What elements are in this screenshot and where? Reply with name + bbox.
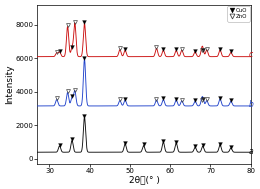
Y-axis label: Intensity: Intensity (5, 64, 14, 104)
Text: a: a (249, 147, 253, 156)
X-axis label: 2θ／(° ): 2θ／(° ) (129, 175, 159, 184)
Legend: CuO, ZnO: CuO, ZnO (228, 6, 250, 22)
Text: c: c (249, 50, 253, 60)
Text: b: b (249, 100, 254, 109)
